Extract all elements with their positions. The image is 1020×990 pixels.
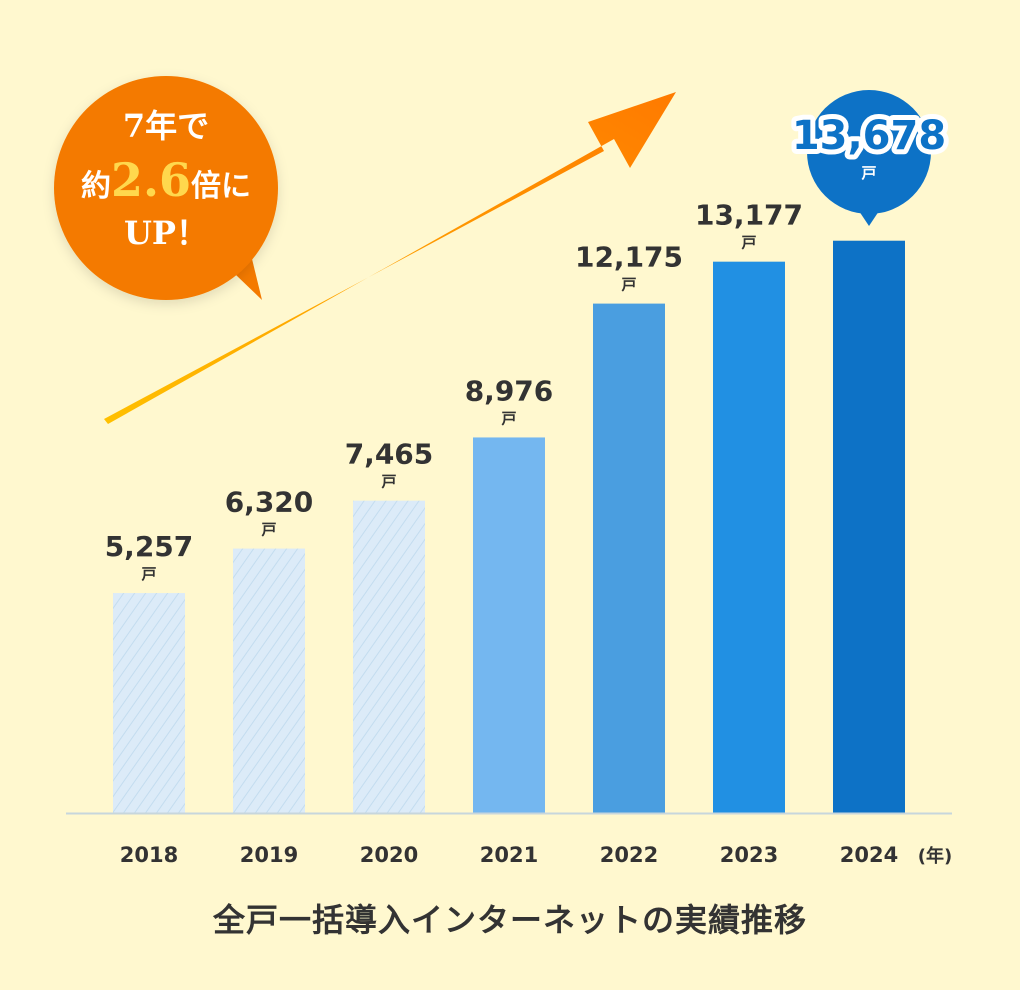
unit-label-2022: 戸 xyxy=(621,276,636,294)
value-label-2019: 6,320 xyxy=(225,486,314,519)
x-axis: 2018 2019 2020 2021 2022 2023 2024 (年) xyxy=(66,812,952,867)
chart-caption: 全戸一括導入インターネットの実績推移 xyxy=(212,901,807,939)
value-label-2022: 12,175 xyxy=(575,241,683,274)
highlight-bubble-circle xyxy=(807,90,931,214)
bar-2020 xyxy=(353,500,425,813)
callout-line-1: 7年で xyxy=(123,107,209,145)
value-labels-group: 5,257 戸 6,320 戸 7,465 戸 8,976 戸 12,175 戸 13,177 戸 13… xyxy=(105,90,951,583)
value-label-2020: 7,465 xyxy=(345,438,434,471)
callout-suffix: 倍に xyxy=(191,169,251,204)
value-label-2023: 13,177 xyxy=(695,199,803,232)
bar-2023 xyxy=(713,261,785,813)
callout-circle xyxy=(54,76,278,300)
value-label-2018: 5,257 xyxy=(105,530,194,563)
unit-label-2019: 戸 xyxy=(261,521,276,539)
x-tick-2023: 2023 xyxy=(720,843,778,867)
callout-line-2: 約2.6倍に xyxy=(81,153,251,207)
unit-label-2021: 戸 xyxy=(501,409,516,427)
growth-arrow-shape xyxy=(104,92,676,424)
bar-2024 xyxy=(833,240,905,814)
highlight-value-halo: 13,678 xyxy=(792,113,946,159)
callout-line-3: UP！ xyxy=(124,214,208,252)
bar-2022 xyxy=(593,303,665,813)
bar-2021 xyxy=(473,437,545,813)
highlight-value-label: 13,678 xyxy=(792,113,946,159)
highlight-unit-label: 戸 xyxy=(861,164,876,182)
x-axis-unit: (年) xyxy=(918,845,952,867)
growth-arrow xyxy=(104,92,676,424)
callout-number: 2.6 xyxy=(111,153,191,207)
value-label-2021: 8,976 xyxy=(465,374,554,407)
callout-prefix: 約 xyxy=(81,169,111,204)
unit-label-2018: 戸 xyxy=(141,565,156,583)
x-tick-2021: 2021 xyxy=(480,843,538,867)
bar-2018 xyxy=(113,593,185,813)
x-tick-2019: 2019 xyxy=(240,843,298,867)
x-tick-2024: 2024 xyxy=(840,843,898,867)
unit-label-2020: 戸 xyxy=(381,473,396,491)
unit-label-2023: 戸 xyxy=(741,234,756,252)
bars-group xyxy=(113,240,905,814)
x-tick-2018: 2018 xyxy=(120,843,178,867)
bar-2019 xyxy=(233,548,305,813)
x-tick-2020: 2020 xyxy=(360,843,418,867)
x-tick-2022: 2022 xyxy=(600,843,658,867)
